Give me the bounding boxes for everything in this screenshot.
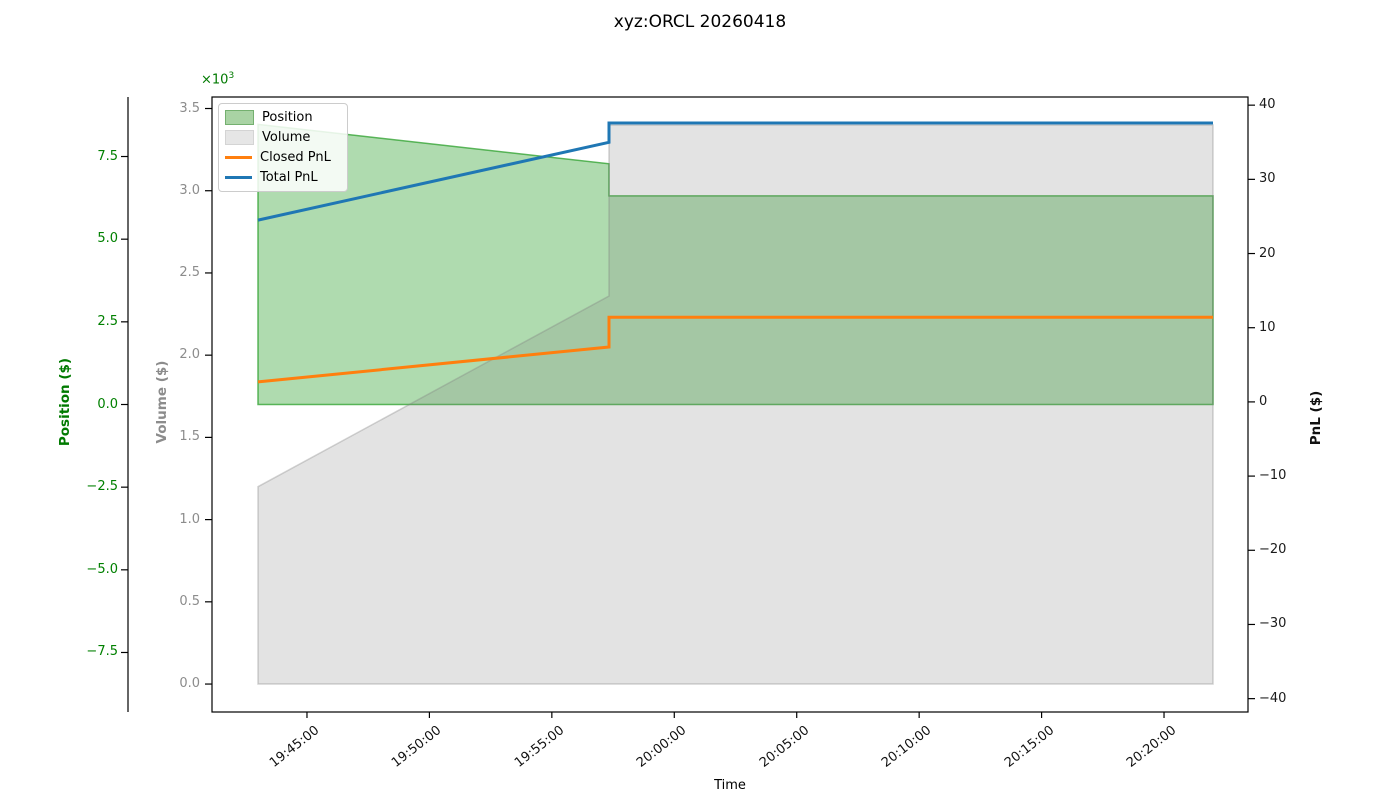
legend-item-volume: Volume <box>225 128 341 148</box>
position-tick-label: −5.0 <box>86 561 118 577</box>
position-tick-label: 7.5 <box>97 148 118 164</box>
position-tick-label: −2.5 <box>86 479 118 495</box>
volume-area <box>257 124 1214 685</box>
position-tick-label: 5.0 <box>97 231 118 247</box>
total-pnl-line <box>257 121 1213 222</box>
legend-item-total-pnl: Total PnL <box>225 167 341 187</box>
legend-label: Volume <box>262 130 311 146</box>
pnl-tick-label: 20 <box>1259 245 1276 261</box>
volume-area-swatch <box>225 130 254 146</box>
plot-border <box>211 96 1249 713</box>
total-pnl-line-swatch <box>225 175 252 179</box>
position-area <box>257 123 1214 406</box>
pnl-tick-label: −30 <box>1259 616 1287 632</box>
volume-tick-label: 0.0 <box>179 676 200 692</box>
closed-pnl-line <box>257 315 1213 384</box>
pnl-tick-label: 0 <box>1259 393 1268 409</box>
position-tick-label: 2.5 <box>97 313 118 329</box>
volume-tick-label: 3.5 <box>179 100 200 116</box>
volume-tick-label: 2.5 <box>179 264 200 280</box>
pnl-tick-label: 40 <box>1259 97 1276 113</box>
volume-tick-label: 2.0 <box>179 347 200 363</box>
legend-label: Closed PnL <box>260 149 331 165</box>
pnl-tick-label: −10 <box>1259 468 1287 484</box>
position-axis-offset-text: ×103 <box>201 71 235 88</box>
position-area-swatch <box>225 110 254 126</box>
legend-label: Total PnL <box>260 169 318 185</box>
legend-label: Position <box>262 110 313 126</box>
pnl-tick-label: 10 <box>1259 319 1276 335</box>
closed-pnl-line-swatch <box>225 155 252 159</box>
volume-axis-label: Volume ($) <box>154 360 170 444</box>
volume-tick-label: 1.5 <box>179 429 200 445</box>
legend-item-closed-pnl: Closed PnL <box>225 148 341 168</box>
volume-tick-label: 3.0 <box>179 182 200 198</box>
volume-tick-label: 1.0 <box>179 511 200 527</box>
volume-tick-label: 0.5 <box>179 593 200 609</box>
pnl-tick-label: 30 <box>1259 171 1276 187</box>
pnl-tick-label: −40 <box>1259 690 1287 706</box>
chart-title: xyz:ORCL 20260418 <box>613 12 787 32</box>
position-tick-label: −7.5 <box>86 644 118 660</box>
x-axis-label: Time <box>714 778 746 793</box>
pnl-tick-label: −20 <box>1259 542 1287 558</box>
legend-item-position: Position <box>225 108 341 128</box>
legend: Position Volume Closed PnL Total PnL <box>218 103 348 192</box>
position-tick-label: 0.0 <box>97 396 118 412</box>
